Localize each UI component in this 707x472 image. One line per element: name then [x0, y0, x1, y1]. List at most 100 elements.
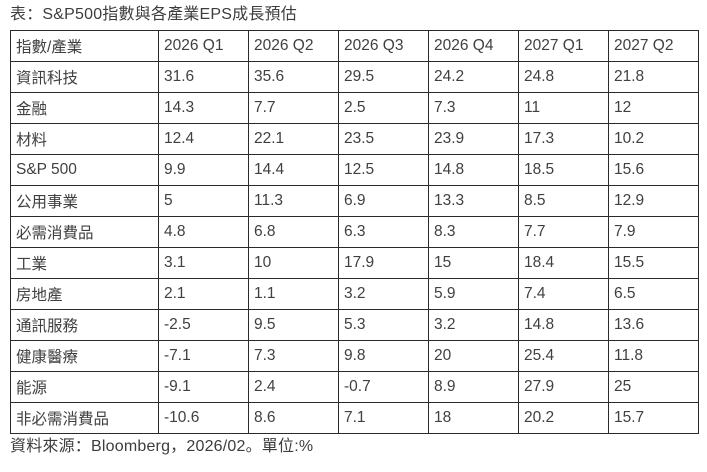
value-cell: 15: [428, 247, 519, 279]
value-cell: 2.1: [158, 278, 249, 310]
value-cell: 3.2: [338, 278, 429, 310]
value-cell: 10: [248, 247, 339, 279]
table-row: 必需消費品 4.8 6.8 6.3 8.3 7.7 7.9: [10, 216, 699, 248]
value-cell: 12.4: [158, 123, 249, 155]
value-cell: -2.5: [158, 309, 249, 341]
table-row: 工業 3.1 10 17.9 15 18.4 15.5: [10, 247, 699, 279]
value-cell: 8.5: [518, 185, 609, 217]
value-cell: 24.8: [518, 61, 609, 93]
value-cell: 17.9: [338, 247, 429, 279]
value-cell: 13.6: [608, 309, 699, 341]
value-cell: 35.6: [248, 61, 339, 93]
value-cell: 8.3: [428, 216, 519, 248]
value-cell: 31.6: [158, 61, 249, 93]
value-cell: 14.3: [158, 92, 249, 124]
value-cell: 5: [158, 185, 249, 217]
value-cell: 1.1: [248, 278, 339, 310]
table-row: 健康醫療 -7.1 7.3 9.8 20 25.4 11.8: [10, 340, 699, 372]
value-cell: -9.1: [158, 371, 249, 403]
value-cell: 9.9: [158, 154, 249, 186]
value-cell: 5.9: [428, 278, 519, 310]
value-cell: 23.5: [338, 123, 429, 155]
value-cell: -0.7: [338, 371, 429, 403]
value-cell: 8.9: [428, 371, 519, 403]
value-cell: 13.3: [428, 185, 519, 217]
page: 表：S&P500指數與各產業EPS成長預估 指數/產業 2026 Q1 2026 Q…: [10, 6, 699, 455]
value-cell: 14.8: [518, 309, 609, 341]
value-cell: 7.7: [518, 216, 609, 248]
value-cell: 18.5: [518, 154, 609, 186]
page-title: 表：S&P500指數與各產業EPS成長預估: [10, 6, 297, 23]
value-cell: 12: [608, 92, 699, 124]
value-cell: 21.8: [608, 61, 699, 93]
value-cell: 25: [608, 371, 699, 403]
header-cell: 2026 Q1: [158, 30, 249, 62]
table-row: S&P 500 9.9 14.4 12.5 14.8 18.5 15.6: [10, 154, 699, 186]
header-cell: 2026 Q3: [338, 30, 429, 62]
value-cell: 7.1: [338, 402, 429, 434]
row-label: 健康醫療: [10, 340, 159, 372]
value-cell: 6.9: [338, 185, 429, 217]
value-cell: 9.5: [248, 309, 339, 341]
value-cell: 11: [518, 92, 609, 124]
table-row: 非必需消費品 -10.6 8.6 7.1 18 20.2 15.7: [10, 402, 699, 434]
row-label: 非必需消費品: [10, 402, 159, 434]
table-header-row: 指數/產業 2026 Q1 2026 Q2 2026 Q3 2026 Q4 2027 Q1…: [10, 30, 699, 62]
value-cell: 15.7: [608, 402, 699, 434]
value-cell: 24.2: [428, 61, 519, 93]
value-cell: 18: [428, 402, 519, 434]
table-row: 材料 12.4 22.1 23.5 23.9 17.3 10.2: [10, 123, 699, 155]
table-row: 金融 14.3 7.7 2.5 7.3 11 12: [10, 92, 699, 124]
table-row: 公用事業 5 11.3 6.9 13.3 8.5 12.9: [10, 185, 699, 217]
row-label: 必需消費品: [10, 216, 159, 248]
value-cell: 14.4: [248, 154, 339, 186]
value-cell: -10.6: [158, 402, 249, 434]
row-label: S&P 500: [10, 154, 159, 186]
value-cell: 23.9: [428, 123, 519, 155]
row-label: 通訊服務: [10, 309, 159, 341]
header-cell: 2027 Q2: [608, 30, 699, 62]
table-row: 房地產 2.1 1.1 3.2 5.9 7.4 6.5: [10, 278, 699, 310]
table-body: 資訊科技 31.6 35.6 29.5 24.2 24.8 21.8 金融 14.3 7.7 2.5…: [10, 61, 699, 434]
value-cell: 2.4: [248, 371, 339, 403]
value-cell: 6.5: [608, 278, 699, 310]
value-cell: 8.6: [248, 402, 339, 434]
row-label: 公用事業: [10, 185, 159, 217]
row-label: 能源: [10, 371, 159, 403]
value-cell: 15.6: [608, 154, 699, 186]
value-cell: 20: [428, 340, 519, 372]
value-cell: 17.3: [518, 123, 609, 155]
value-cell: 20.2: [518, 402, 609, 434]
value-cell: 18.4: [518, 247, 609, 279]
value-cell: 14.8: [428, 154, 519, 186]
eps-table: 指數/產業 2026 Q1 2026 Q2 2026 Q3 2026 Q4 2027 Q1…: [10, 30, 699, 434]
header-cell: 2027 Q1: [518, 30, 609, 62]
value-cell: 7.9: [608, 216, 699, 248]
row-label: 金融: [10, 92, 159, 124]
value-cell: 10.2: [608, 123, 699, 155]
value-cell: 22.1: [248, 123, 339, 155]
row-label: 資訊科技: [10, 61, 159, 93]
value-cell: 27.9: [518, 371, 609, 403]
row-label: 工業: [10, 247, 159, 279]
row-label: 材料: [10, 123, 159, 155]
row-label: 房地產: [10, 278, 159, 310]
value-cell: 29.5: [338, 61, 429, 93]
value-cell: 15.5: [608, 247, 699, 279]
value-cell: 11.8: [608, 340, 699, 372]
value-cell: 4.8: [158, 216, 249, 248]
value-cell: 5.3: [338, 309, 429, 341]
header-cell: 2026 Q4: [428, 30, 519, 62]
value-cell: 3.1: [158, 247, 249, 279]
value-cell: 25.4: [518, 340, 609, 372]
value-cell: 7.7: [248, 92, 339, 124]
table-row: 資訊科技 31.6 35.6 29.5 24.2 24.8 21.8: [10, 61, 699, 93]
header-cell: 2026 Q2: [248, 30, 339, 62]
value-cell: 12.5: [338, 154, 429, 186]
value-cell: 11.3: [248, 185, 339, 217]
value-cell: 7.4: [518, 278, 609, 310]
value-cell: 7.3: [248, 340, 339, 372]
value-cell: -7.1: [158, 340, 249, 372]
value-cell: 7.3: [428, 92, 519, 124]
value-cell: 9.8: [338, 340, 429, 372]
